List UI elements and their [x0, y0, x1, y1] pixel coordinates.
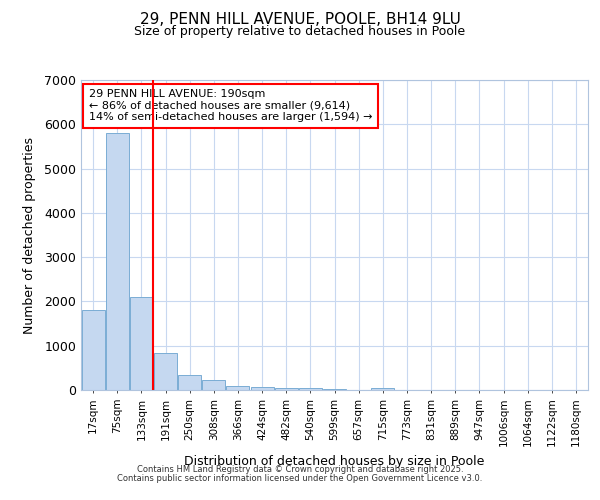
Text: Contains public sector information licensed under the Open Government Licence v3: Contains public sector information licen…	[118, 474, 482, 483]
Bar	[154, 353, 177, 390]
Bar	[178, 374, 201, 390]
Bar	[130, 297, 153, 390]
X-axis label: Distribution of detached houses by size in Poole: Distribution of detached houses by size …	[184, 454, 485, 468]
Text: Contains HM Land Registry data © Crown copyright and database right 2025.: Contains HM Land Registry data © Crown c…	[137, 466, 463, 474]
Bar	[202, 380, 225, 390]
Bar	[275, 388, 298, 390]
Bar	[226, 386, 250, 390]
Text: 29, PENN HILL AVENUE, POOLE, BH14 9LU: 29, PENN HILL AVENUE, POOLE, BH14 9LU	[140, 12, 460, 28]
Bar	[251, 387, 274, 390]
Y-axis label: Number of detached properties: Number of detached properties	[23, 136, 36, 334]
Text: 29 PENN HILL AVENUE: 190sqm
← 86% of detached houses are smaller (9,614)
14% of : 29 PENN HILL AVENUE: 190sqm ← 86% of det…	[89, 90, 372, 122]
Text: Size of property relative to detached houses in Poole: Size of property relative to detached ho…	[134, 25, 466, 38]
Bar	[82, 310, 104, 390]
Bar	[299, 388, 322, 390]
Bar	[106, 133, 128, 390]
Bar	[371, 388, 394, 390]
